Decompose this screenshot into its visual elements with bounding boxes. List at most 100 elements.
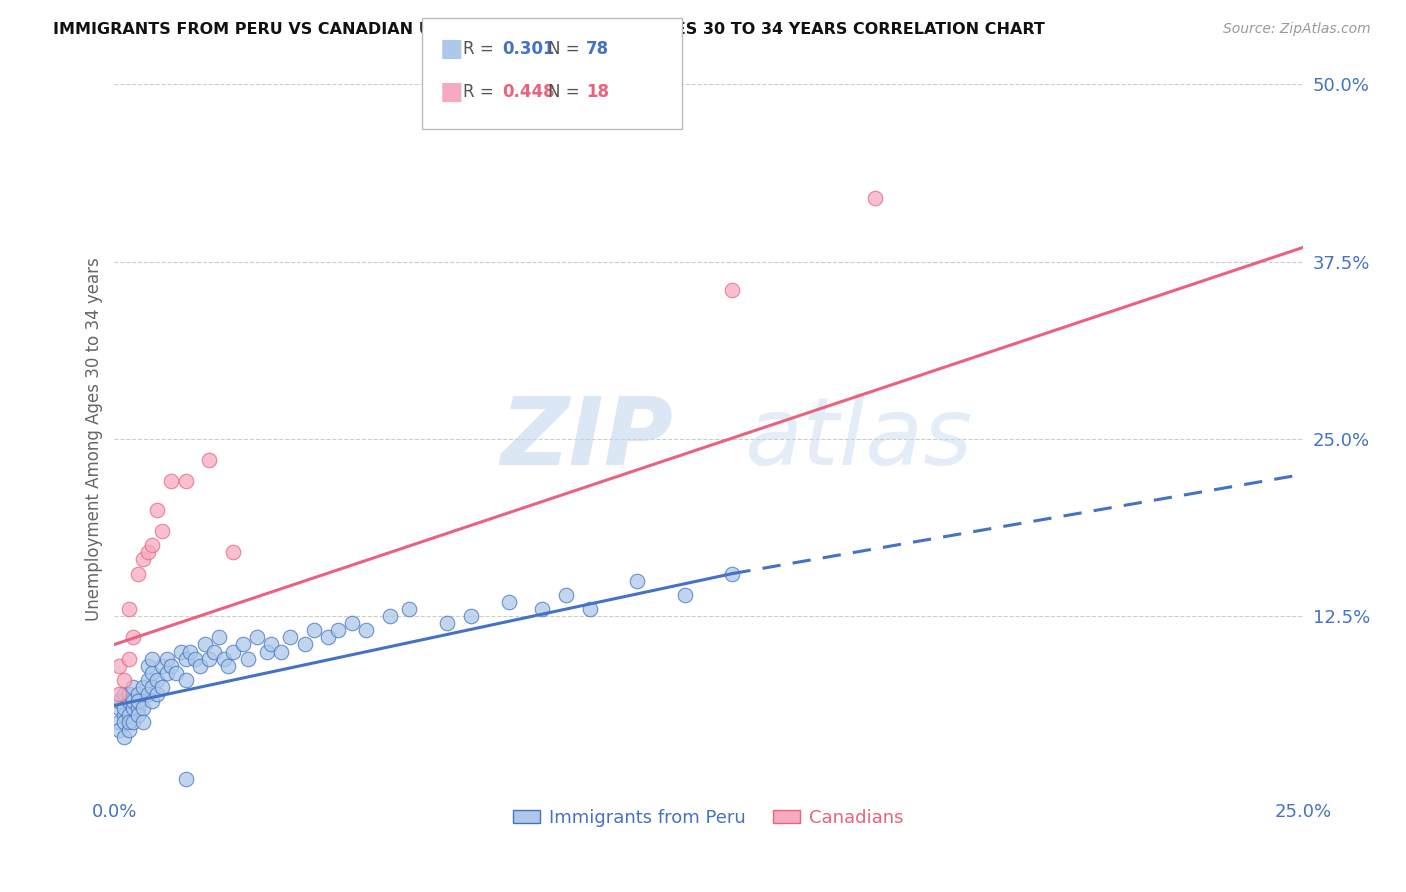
- Point: [160, 658, 183, 673]
- Point: [118, 602, 141, 616]
- Point: [184, 651, 207, 665]
- Point: [127, 708, 149, 723]
- Point: [150, 658, 173, 673]
- Point: [198, 651, 221, 665]
- Point: [122, 694, 145, 708]
- Point: [174, 772, 197, 787]
- Point: [294, 638, 316, 652]
- Text: R =: R =: [463, 83, 499, 101]
- Point: [118, 723, 141, 737]
- Text: N =: N =: [548, 83, 585, 101]
- Point: [112, 701, 135, 715]
- Text: 0.301: 0.301: [502, 40, 554, 58]
- Point: [673, 588, 696, 602]
- Point: [256, 644, 278, 658]
- Point: [108, 701, 131, 715]
- Point: [170, 644, 193, 658]
- Point: [270, 644, 292, 658]
- Point: [212, 651, 235, 665]
- Point: [122, 715, 145, 730]
- Point: [179, 644, 201, 658]
- Text: ■: ■: [440, 80, 464, 103]
- Point: [174, 475, 197, 489]
- Point: [146, 673, 169, 687]
- Point: [198, 453, 221, 467]
- Point: [127, 687, 149, 701]
- Point: [302, 624, 325, 638]
- Point: [108, 658, 131, 673]
- Point: [318, 631, 340, 645]
- Point: [165, 665, 187, 680]
- Point: [156, 665, 179, 680]
- Point: [222, 644, 245, 658]
- Text: atlas: atlas: [744, 393, 973, 484]
- Point: [118, 687, 141, 701]
- Point: [132, 715, 155, 730]
- Point: [531, 602, 554, 616]
- Point: [141, 665, 163, 680]
- Point: [194, 638, 217, 652]
- Point: [436, 616, 458, 631]
- Text: 78: 78: [586, 40, 609, 58]
- Point: [118, 694, 141, 708]
- Point: [136, 545, 159, 559]
- Point: [378, 609, 401, 624]
- Point: [208, 631, 231, 645]
- Point: [118, 715, 141, 730]
- Text: 0.448: 0.448: [502, 83, 554, 101]
- Point: [356, 624, 378, 638]
- Point: [127, 694, 149, 708]
- Point: [132, 680, 155, 694]
- Point: [141, 538, 163, 552]
- Point: [222, 545, 245, 559]
- Point: [246, 631, 269, 645]
- Point: [108, 723, 131, 737]
- Point: [112, 730, 135, 744]
- Point: [150, 680, 173, 694]
- Point: [626, 574, 648, 588]
- Text: ZIP: ZIP: [501, 392, 673, 485]
- Point: [260, 638, 283, 652]
- Point: [236, 651, 259, 665]
- Point: [555, 588, 578, 602]
- Text: ■: ■: [440, 37, 464, 61]
- Text: R =: R =: [463, 40, 499, 58]
- Point: [108, 687, 131, 701]
- Point: [160, 475, 183, 489]
- Point: [460, 609, 482, 624]
- Point: [127, 701, 149, 715]
- Point: [112, 687, 135, 701]
- Point: [141, 680, 163, 694]
- Point: [136, 687, 159, 701]
- Point: [127, 566, 149, 581]
- Point: [398, 602, 420, 616]
- Point: [136, 658, 159, 673]
- Point: [112, 673, 135, 687]
- Point: [326, 624, 349, 638]
- Point: [174, 673, 197, 687]
- Point: [721, 566, 744, 581]
- Point: [112, 715, 135, 730]
- Point: [122, 701, 145, 715]
- Point: [174, 651, 197, 665]
- Point: [146, 687, 169, 701]
- Point: [863, 191, 886, 205]
- Point: [278, 631, 301, 645]
- Point: [118, 651, 141, 665]
- Point: [340, 616, 363, 631]
- Point: [721, 283, 744, 297]
- Point: [112, 708, 135, 723]
- Point: [498, 595, 520, 609]
- Point: [202, 644, 225, 658]
- Point: [108, 715, 131, 730]
- Point: [136, 673, 159, 687]
- Point: [146, 503, 169, 517]
- Point: [218, 658, 240, 673]
- Point: [141, 694, 163, 708]
- Text: Source: ZipAtlas.com: Source: ZipAtlas.com: [1223, 22, 1371, 37]
- Point: [156, 651, 179, 665]
- Point: [232, 638, 254, 652]
- Point: [578, 602, 600, 616]
- Point: [150, 524, 173, 538]
- Point: [141, 651, 163, 665]
